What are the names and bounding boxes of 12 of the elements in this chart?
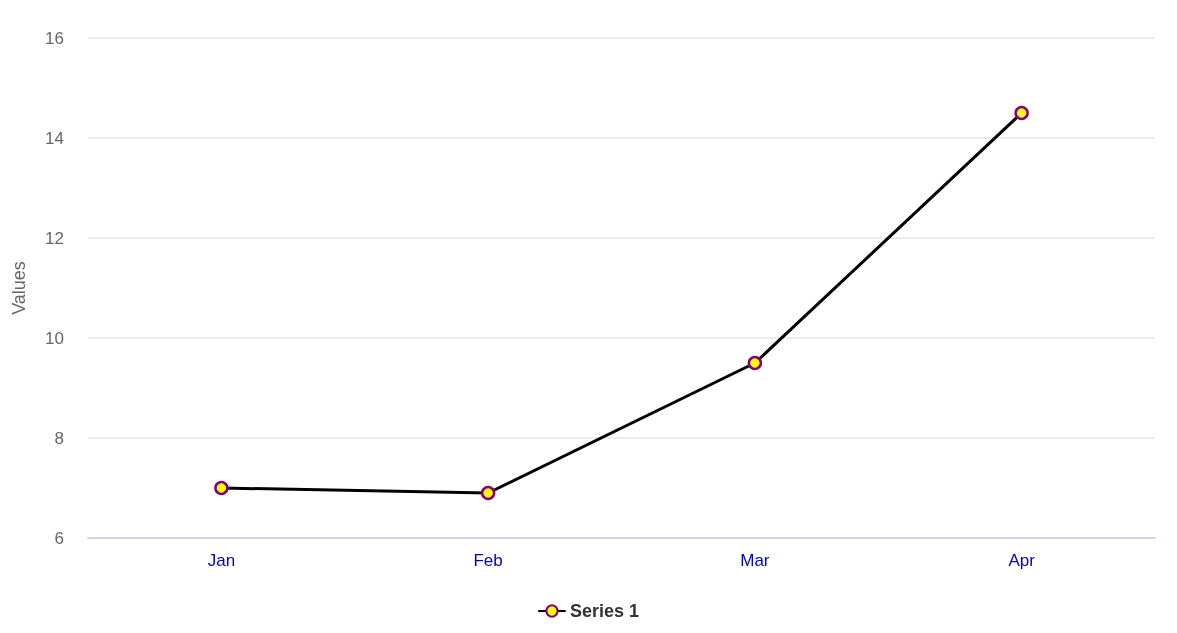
y-tick-label: 16 (45, 28, 64, 48)
x-tick-label: Feb (473, 551, 503, 570)
y-tick-label: 10 (45, 328, 64, 348)
x-tick-label: Apr (1008, 551, 1036, 570)
y-tick-label: 8 (54, 428, 64, 448)
legend-label: Series 1 (569, 601, 640, 621)
x-tick-label: Mar (740, 551, 770, 570)
y-tick-label: 14 (45, 128, 64, 148)
y-axis-title: Values (9, 261, 29, 315)
x-tick-label: Jan (207, 551, 236, 570)
y-tick-label: 12 (45, 228, 64, 248)
y-tick-label: 6 (54, 528, 64, 548)
